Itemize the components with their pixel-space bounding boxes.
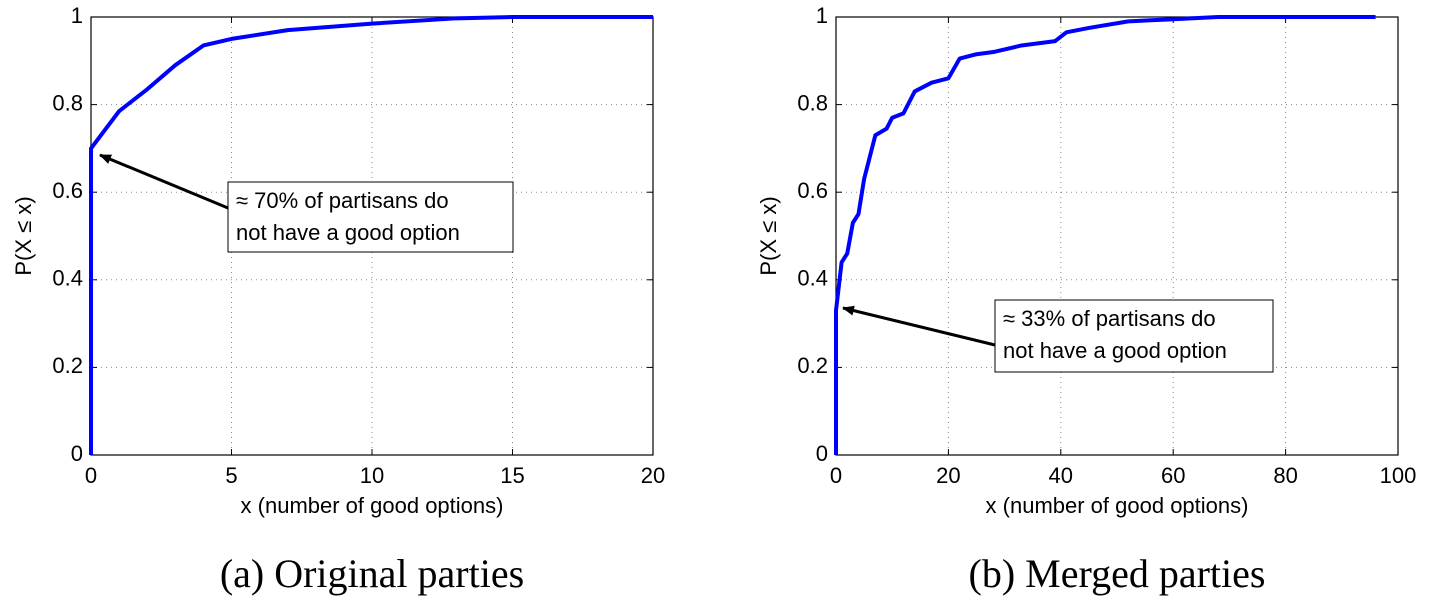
x-tick-label: 15 [500, 463, 524, 488]
x-tick-label: 80 [1273, 463, 1297, 488]
cdf-line [89, 15, 653, 455]
annotation-text: ≈ 70% of partisans do [236, 188, 449, 213]
annotation-text: not have a good option [1003, 338, 1227, 363]
x-tick-label: 100 [1380, 463, 1417, 488]
x-axis-label: x (number of good options) [241, 493, 504, 518]
annotation-box [227, 181, 514, 253]
y-tick-label: 0.6 [797, 178, 828, 203]
annotation-box [994, 299, 1274, 373]
plot-frame [835, 16, 1399, 456]
y-tick-label: 0.8 [797, 90, 828, 115]
x-tick-label: 0 [830, 463, 842, 488]
x-tick-label: 0 [85, 463, 97, 488]
y-tick-label: 0.2 [797, 353, 828, 378]
y-tick-label: 1 [816, 3, 828, 28]
cdf-line [834, 15, 1376, 455]
y-tick-label: 0 [816, 441, 828, 466]
annotation-arrow [842, 305, 996, 347]
annotation-text: ≈ 33% of partisans do [1003, 306, 1216, 331]
caption: (b) Merged parties [969, 551, 1266, 596]
x-tick-label: 5 [225, 463, 237, 488]
y-tick-label: 0.4 [797, 266, 828, 291]
annotation-text: not have a good option [236, 220, 460, 245]
annotation-arrow [99, 153, 229, 210]
y-tick-label: 1 [71, 3, 83, 28]
y-tick-label: 0 [71, 441, 83, 466]
x-tick-label: 40 [1049, 463, 1073, 488]
y-axis-label: P(X ≤ x) [11, 196, 36, 275]
y-axis-label: P(X ≤ x) [756, 196, 781, 275]
y-tick-label: 0.2 [52, 353, 83, 378]
y-tick-label: 0.6 [52, 178, 83, 203]
x-tick-label: 20 [641, 463, 665, 488]
x-tick-label: 60 [1161, 463, 1185, 488]
x-tick-label: 20 [936, 463, 960, 488]
y-tick-label: 0.8 [52, 90, 83, 115]
y-tick-label: 0.4 [52, 266, 83, 291]
x-tick-label: 10 [360, 463, 384, 488]
x-axis-label: x (number of good options) [986, 493, 1249, 518]
caption: (a) Original parties [220, 551, 524, 596]
